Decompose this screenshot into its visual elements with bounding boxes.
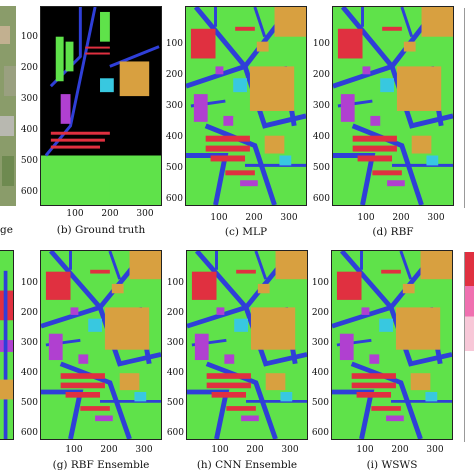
ytick: 400 — [20, 125, 38, 135]
rbf-ensemble-classification-map — [40, 250, 162, 440]
panel-c-caption: (c) MLP — [224, 226, 268, 238]
ytick: 500 — [165, 163, 183, 173]
wsws-classification-map — [331, 250, 453, 440]
panel-f-map — [0, 250, 14, 440]
ytick: 100 — [20, 278, 38, 288]
xtick: 300 — [135, 445, 153, 455]
xtick: 300 — [281, 445, 299, 455]
ytick: 600 — [20, 428, 38, 438]
panel-i-caption: (i) WSWS — [366, 459, 418, 471]
ytick: 400 — [165, 132, 183, 142]
ytick: 200 — [165, 70, 183, 80]
ytick: 600 — [166, 428, 184, 438]
ytick: 600 — [312, 194, 330, 204]
panel-d-caption: (d) RBF — [372, 226, 414, 238]
panel-h-caption: (h) CNN Ensemble — [196, 459, 298, 471]
ground-truth-map — [40, 6, 162, 206]
xtick: 200 — [246, 445, 264, 455]
xtick: 200 — [392, 213, 410, 223]
xtick: 300 — [136, 209, 154, 219]
ytick: 300 — [20, 94, 38, 104]
legend-strip-top — [464, 8, 474, 208]
xtick: 200 — [101, 209, 119, 219]
ytick: 200 — [20, 308, 38, 318]
ytick: 100 — [166, 278, 184, 288]
ytick: 500 — [312, 163, 330, 173]
xtick: 300 — [427, 213, 445, 223]
cnn-ensemble-classification-map — [186, 250, 308, 440]
ytick: 300 — [165, 101, 183, 111]
panel-g-caption: (g) RBF Ensemble — [52, 459, 150, 471]
xtick: 100 — [210, 213, 228, 223]
ytick: 500 — [166, 398, 184, 408]
ytick: 300 — [312, 101, 330, 111]
xtick: 300 — [280, 213, 298, 223]
ytick: 200 — [20, 63, 38, 73]
ytick: 500 — [20, 398, 38, 408]
ytick: 100 — [312, 39, 330, 49]
ytick: 300 — [20, 338, 38, 348]
xtick: 100 — [66, 209, 84, 219]
ytick: 400 — [311, 368, 329, 378]
ytick: 500 — [311, 398, 329, 408]
ytick: 100 — [165, 39, 183, 49]
xtick: 100 — [65, 445, 83, 455]
ytick: 400 — [20, 368, 38, 378]
rbf-classification-map — [332, 6, 454, 206]
ytick: 300 — [311, 338, 329, 348]
ytick: 200 — [166, 308, 184, 318]
xtick: 100 — [356, 445, 374, 455]
ytick: 100 — [311, 278, 329, 288]
ytick: 200 — [311, 308, 329, 318]
ytick: 400 — [166, 368, 184, 378]
ytick: 400 — [312, 132, 330, 142]
xtick: 200 — [245, 213, 263, 223]
ytick: 500 — [20, 156, 38, 166]
ytick: 200 — [312, 70, 330, 80]
xtick: 100 — [211, 445, 229, 455]
original-image — [0, 6, 16, 206]
xtick: 200 — [391, 445, 409, 455]
ytick: 100 — [20, 32, 38, 42]
ytick: 600 — [20, 187, 38, 197]
legend-strip-bottom — [464, 252, 474, 442]
panel-a-caption: ge — [0, 224, 13, 236]
mlp-classification-map — [185, 6, 307, 206]
xtick: 100 — [357, 213, 375, 223]
xtick: 200 — [100, 445, 118, 455]
ytick: 300 — [166, 338, 184, 348]
ytick: 600 — [165, 194, 183, 204]
xtick: 300 — [426, 445, 444, 455]
panel-b-caption: (b) Ground truth — [56, 224, 146, 236]
ytick: 600 — [311, 428, 329, 438]
